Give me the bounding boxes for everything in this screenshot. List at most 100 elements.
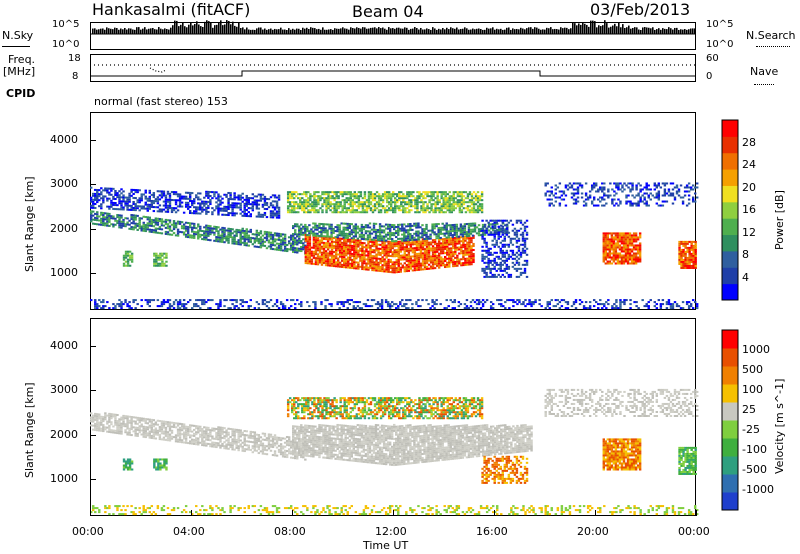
data-cell bbox=[678, 258, 681, 261]
data-cell bbox=[606, 260, 610, 263]
data-cell bbox=[415, 256, 419, 259]
data-cell bbox=[223, 235, 226, 238]
data-cell bbox=[120, 216, 123, 219]
data-cell bbox=[277, 210, 281, 213]
data-cell bbox=[643, 198, 646, 201]
data-cell bbox=[505, 267, 509, 270]
nsky-bar bbox=[248, 29, 250, 34]
data-cell bbox=[150, 222, 154, 225]
data-cell bbox=[342, 228, 345, 231]
nsky-bar bbox=[290, 29, 292, 34]
data-cell bbox=[357, 261, 360, 264]
data-cell bbox=[186, 222, 190, 225]
data-cell bbox=[349, 262, 352, 265]
data-cell bbox=[383, 246, 386, 249]
data-cell bbox=[630, 260, 634, 263]
data-cell bbox=[336, 230, 339, 233]
data-cell bbox=[148, 191, 151, 194]
data-cell bbox=[298, 227, 301, 230]
data-cell bbox=[690, 266, 693, 269]
data-cell bbox=[314, 249, 318, 252]
data-cell bbox=[318, 255, 322, 258]
data-cell bbox=[450, 241, 453, 244]
data-cell bbox=[233, 242, 236, 245]
data-cell bbox=[164, 206, 168, 209]
data-cell bbox=[464, 197, 468, 200]
data-cell bbox=[407, 247, 411, 250]
data-cell bbox=[637, 200, 640, 203]
data-cell bbox=[550, 192, 553, 195]
data-cell bbox=[122, 206, 125, 209]
data-cell bbox=[678, 246, 681, 249]
data-cell bbox=[480, 203, 484, 206]
nsky-bar bbox=[668, 27, 670, 34]
data-cell bbox=[410, 191, 413, 194]
data-cell bbox=[523, 269, 527, 272]
data-cell bbox=[356, 231, 360, 234]
data-cell bbox=[617, 186, 620, 189]
data-cell bbox=[413, 243, 417, 246]
data-cell bbox=[394, 211, 397, 214]
data-cell bbox=[215, 230, 218, 233]
data-cell bbox=[619, 202, 622, 205]
data-cell bbox=[182, 211, 186, 214]
data-cell bbox=[308, 256, 312, 259]
data-cell bbox=[297, 211, 300, 214]
data-cell bbox=[343, 258, 346, 261]
data-cell bbox=[290, 195, 294, 198]
data-cell bbox=[325, 191, 328, 194]
data-cell bbox=[379, 259, 382, 262]
nsky-bar bbox=[588, 26, 590, 34]
data-cell bbox=[657, 190, 661, 193]
nsky-bar bbox=[306, 27, 308, 34]
data-cell bbox=[144, 224, 147, 227]
data-cell bbox=[199, 225, 202, 228]
data-cell bbox=[360, 229, 364, 232]
data-cell bbox=[378, 225, 382, 228]
data-cell bbox=[328, 235, 331, 238]
data-cell bbox=[186, 207, 190, 210]
data-cell bbox=[188, 191, 192, 194]
data-cell bbox=[281, 233, 285, 236]
data-cell bbox=[397, 240, 400, 243]
data-cell bbox=[327, 191, 330, 194]
data-cell bbox=[377, 247, 380, 250]
data-cell bbox=[138, 219, 141, 222]
data-cell bbox=[313, 205, 316, 208]
data-cell bbox=[377, 197, 381, 200]
data-cell bbox=[440, 209, 443, 212]
data-cell bbox=[369, 244, 372, 247]
data-cell bbox=[302, 231, 305, 234]
data-cell bbox=[566, 188, 570, 191]
data-cell bbox=[418, 211, 421, 214]
data-cell bbox=[170, 190, 174, 193]
data-cell bbox=[257, 213, 261, 216]
data-cell bbox=[497, 233, 500, 236]
data-cell bbox=[481, 269, 484, 272]
data-cell bbox=[448, 253, 451, 256]
data-cell bbox=[584, 198, 588, 201]
data-cell bbox=[391, 211, 395, 214]
data-cell bbox=[458, 238, 461, 241]
data-cell bbox=[355, 251, 358, 254]
data-cell bbox=[477, 224, 481, 227]
data-cell bbox=[205, 206, 208, 209]
data-cell bbox=[449, 232, 452, 235]
data-cell bbox=[511, 229, 515, 232]
nsky-bar bbox=[312, 27, 314, 34]
data-cell bbox=[385, 268, 388, 271]
data-cell bbox=[389, 199, 393, 202]
data-cell bbox=[464, 191, 468, 194]
data-cell bbox=[134, 197, 137, 200]
data-cell bbox=[354, 225, 358, 228]
data-cell bbox=[425, 237, 428, 240]
data-cell bbox=[456, 191, 460, 194]
data-cell bbox=[474, 193, 478, 196]
data-cell bbox=[501, 253, 504, 256]
data-cell bbox=[259, 230, 263, 233]
data-cell bbox=[439, 242, 443, 245]
data-cell bbox=[507, 221, 511, 224]
data-cell bbox=[371, 243, 374, 246]
data-cell bbox=[259, 195, 263, 198]
nsky-bar bbox=[440, 29, 442, 34]
